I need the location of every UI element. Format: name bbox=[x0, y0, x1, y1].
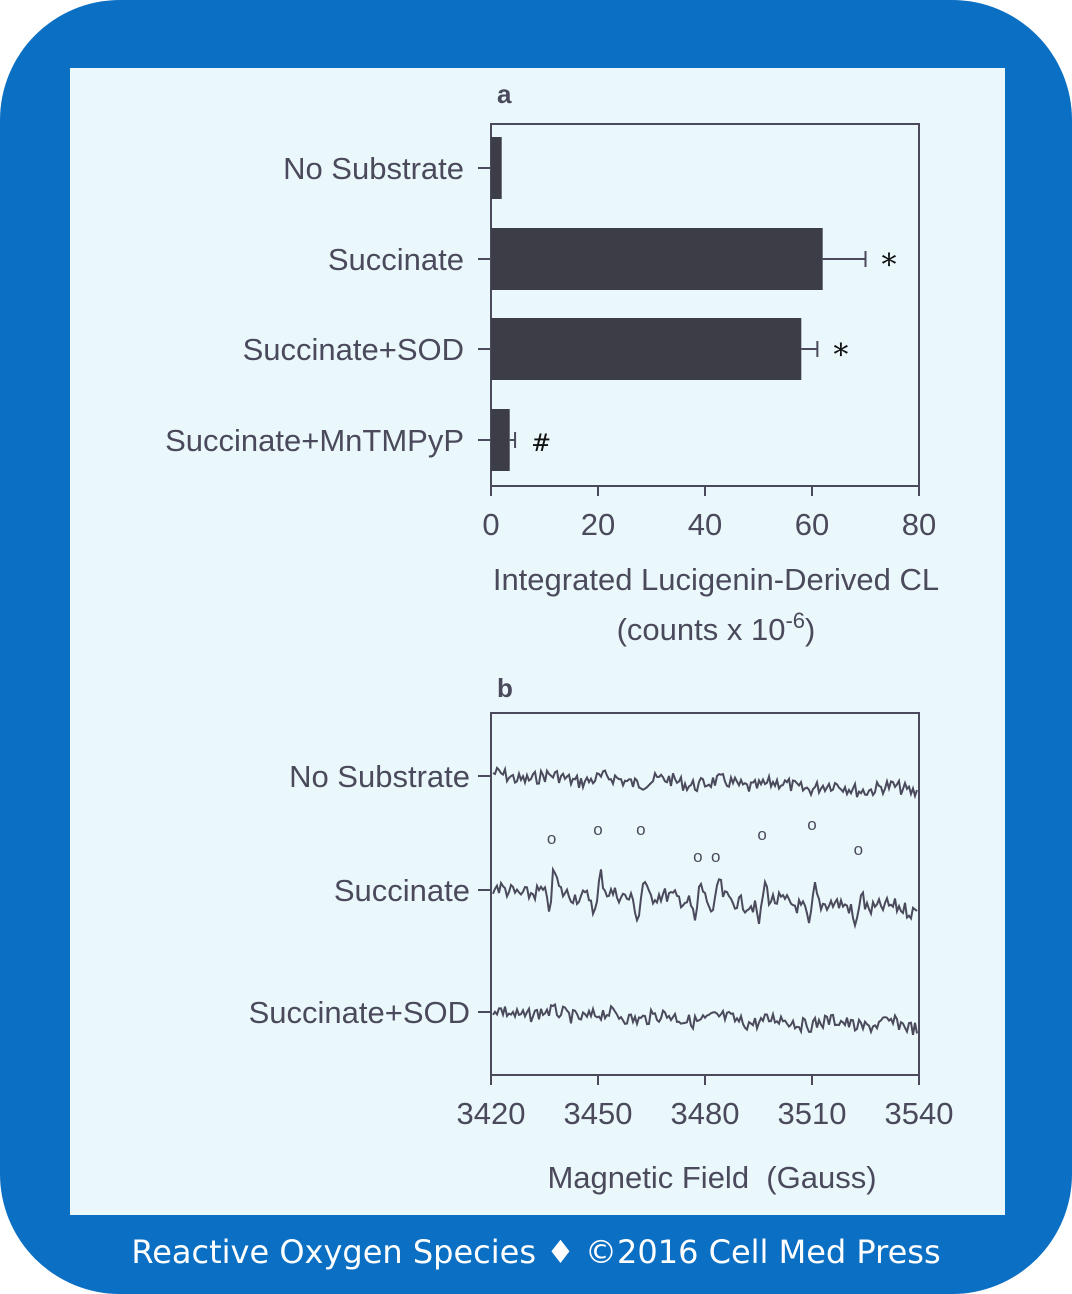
footer-title: Reactive Oxygen Species bbox=[131, 1233, 536, 1271]
significance-marks: * * # bbox=[531, 248, 896, 457]
bar bbox=[491, 137, 502, 199]
peak-marker: o bbox=[757, 825, 766, 844]
series-label: Succinate bbox=[334, 873, 470, 908]
significance-mark: # bbox=[531, 429, 551, 457]
footer-copyright: ©2016 Cell Med Press bbox=[585, 1233, 941, 1271]
x-axis-ticks-b: 3420 3450 3480 3510 3540 bbox=[457, 1075, 954, 1131]
series-labels: No Substrate Succinate Succinate+SOD bbox=[249, 759, 491, 1030]
footer-caption: Reactive Oxygen Species ♦ ©2016 Cell Med… bbox=[0, 1222, 1072, 1282]
x-tick-label: 3480 bbox=[671, 1096, 740, 1131]
series-label: No Substrate bbox=[289, 759, 470, 794]
peak-marker: o bbox=[593, 820, 602, 839]
panel-label-b: b bbox=[497, 673, 513, 703]
x-tick-label: 3420 bbox=[457, 1096, 526, 1131]
bars bbox=[491, 137, 823, 471]
footer-separator: ♦ bbox=[546, 1233, 575, 1271]
x-tick-label: 40 bbox=[688, 507, 722, 542]
x-axis-title-b: Magnetic Field (Gauss) bbox=[547, 1160, 876, 1195]
error-bars bbox=[509, 251, 867, 448]
significance-mark: * bbox=[882, 248, 897, 283]
peak-marker: o bbox=[711, 847, 720, 866]
category-label: No Substrate bbox=[283, 151, 464, 186]
x-tick-label: 80 bbox=[902, 507, 936, 542]
panel-label-a: a bbox=[497, 79, 512, 109]
spectrum-line bbox=[492, 1002, 918, 1035]
x-axis-title-line2: (counts x 10-6) bbox=[617, 608, 816, 647]
category-labels: No Substrate Succinate Succinate+SOD Succin… bbox=[165, 151, 491, 458]
x-tick-label: 0 bbox=[482, 507, 499, 542]
bar-chart-a: a No Substrate Succinate Succinate+SOD Succ… bbox=[165, 79, 939, 647]
spectra-traces bbox=[492, 765, 918, 1035]
x-tick-label: 3510 bbox=[778, 1096, 847, 1131]
bar bbox=[491, 318, 802, 380]
plot-frame-a bbox=[490, 123, 920, 487]
x-tick-label: 60 bbox=[795, 507, 829, 542]
x-tick-label: 3540 bbox=[885, 1096, 954, 1131]
bar bbox=[491, 228, 823, 290]
peak-marker: o bbox=[636, 820, 645, 839]
peak-marker: o bbox=[693, 847, 702, 866]
bar bbox=[491, 409, 510, 471]
series-label: Succinate+SOD bbox=[249, 995, 470, 1030]
peak-marker: o bbox=[547, 829, 556, 848]
category-label: Succinate+MnTMPyP bbox=[165, 423, 464, 458]
x-axis-ticks-a: 0 20 40 60 80 bbox=[482, 486, 936, 542]
significance-mark: * bbox=[833, 338, 848, 373]
x-tick-label: 20 bbox=[581, 507, 615, 542]
peak-marker: o bbox=[854, 840, 863, 859]
spectrum-line bbox=[492, 866, 918, 930]
x-axis-title-line1: Integrated Lucigenin-Derived CL bbox=[493, 562, 939, 597]
category-label: Succinate+SOD bbox=[243, 332, 464, 367]
spectrum-line bbox=[492, 765, 918, 800]
category-label: Succinate bbox=[328, 242, 464, 277]
x-tick-label: 3450 bbox=[564, 1096, 633, 1131]
peak-marker: o bbox=[807, 815, 816, 834]
